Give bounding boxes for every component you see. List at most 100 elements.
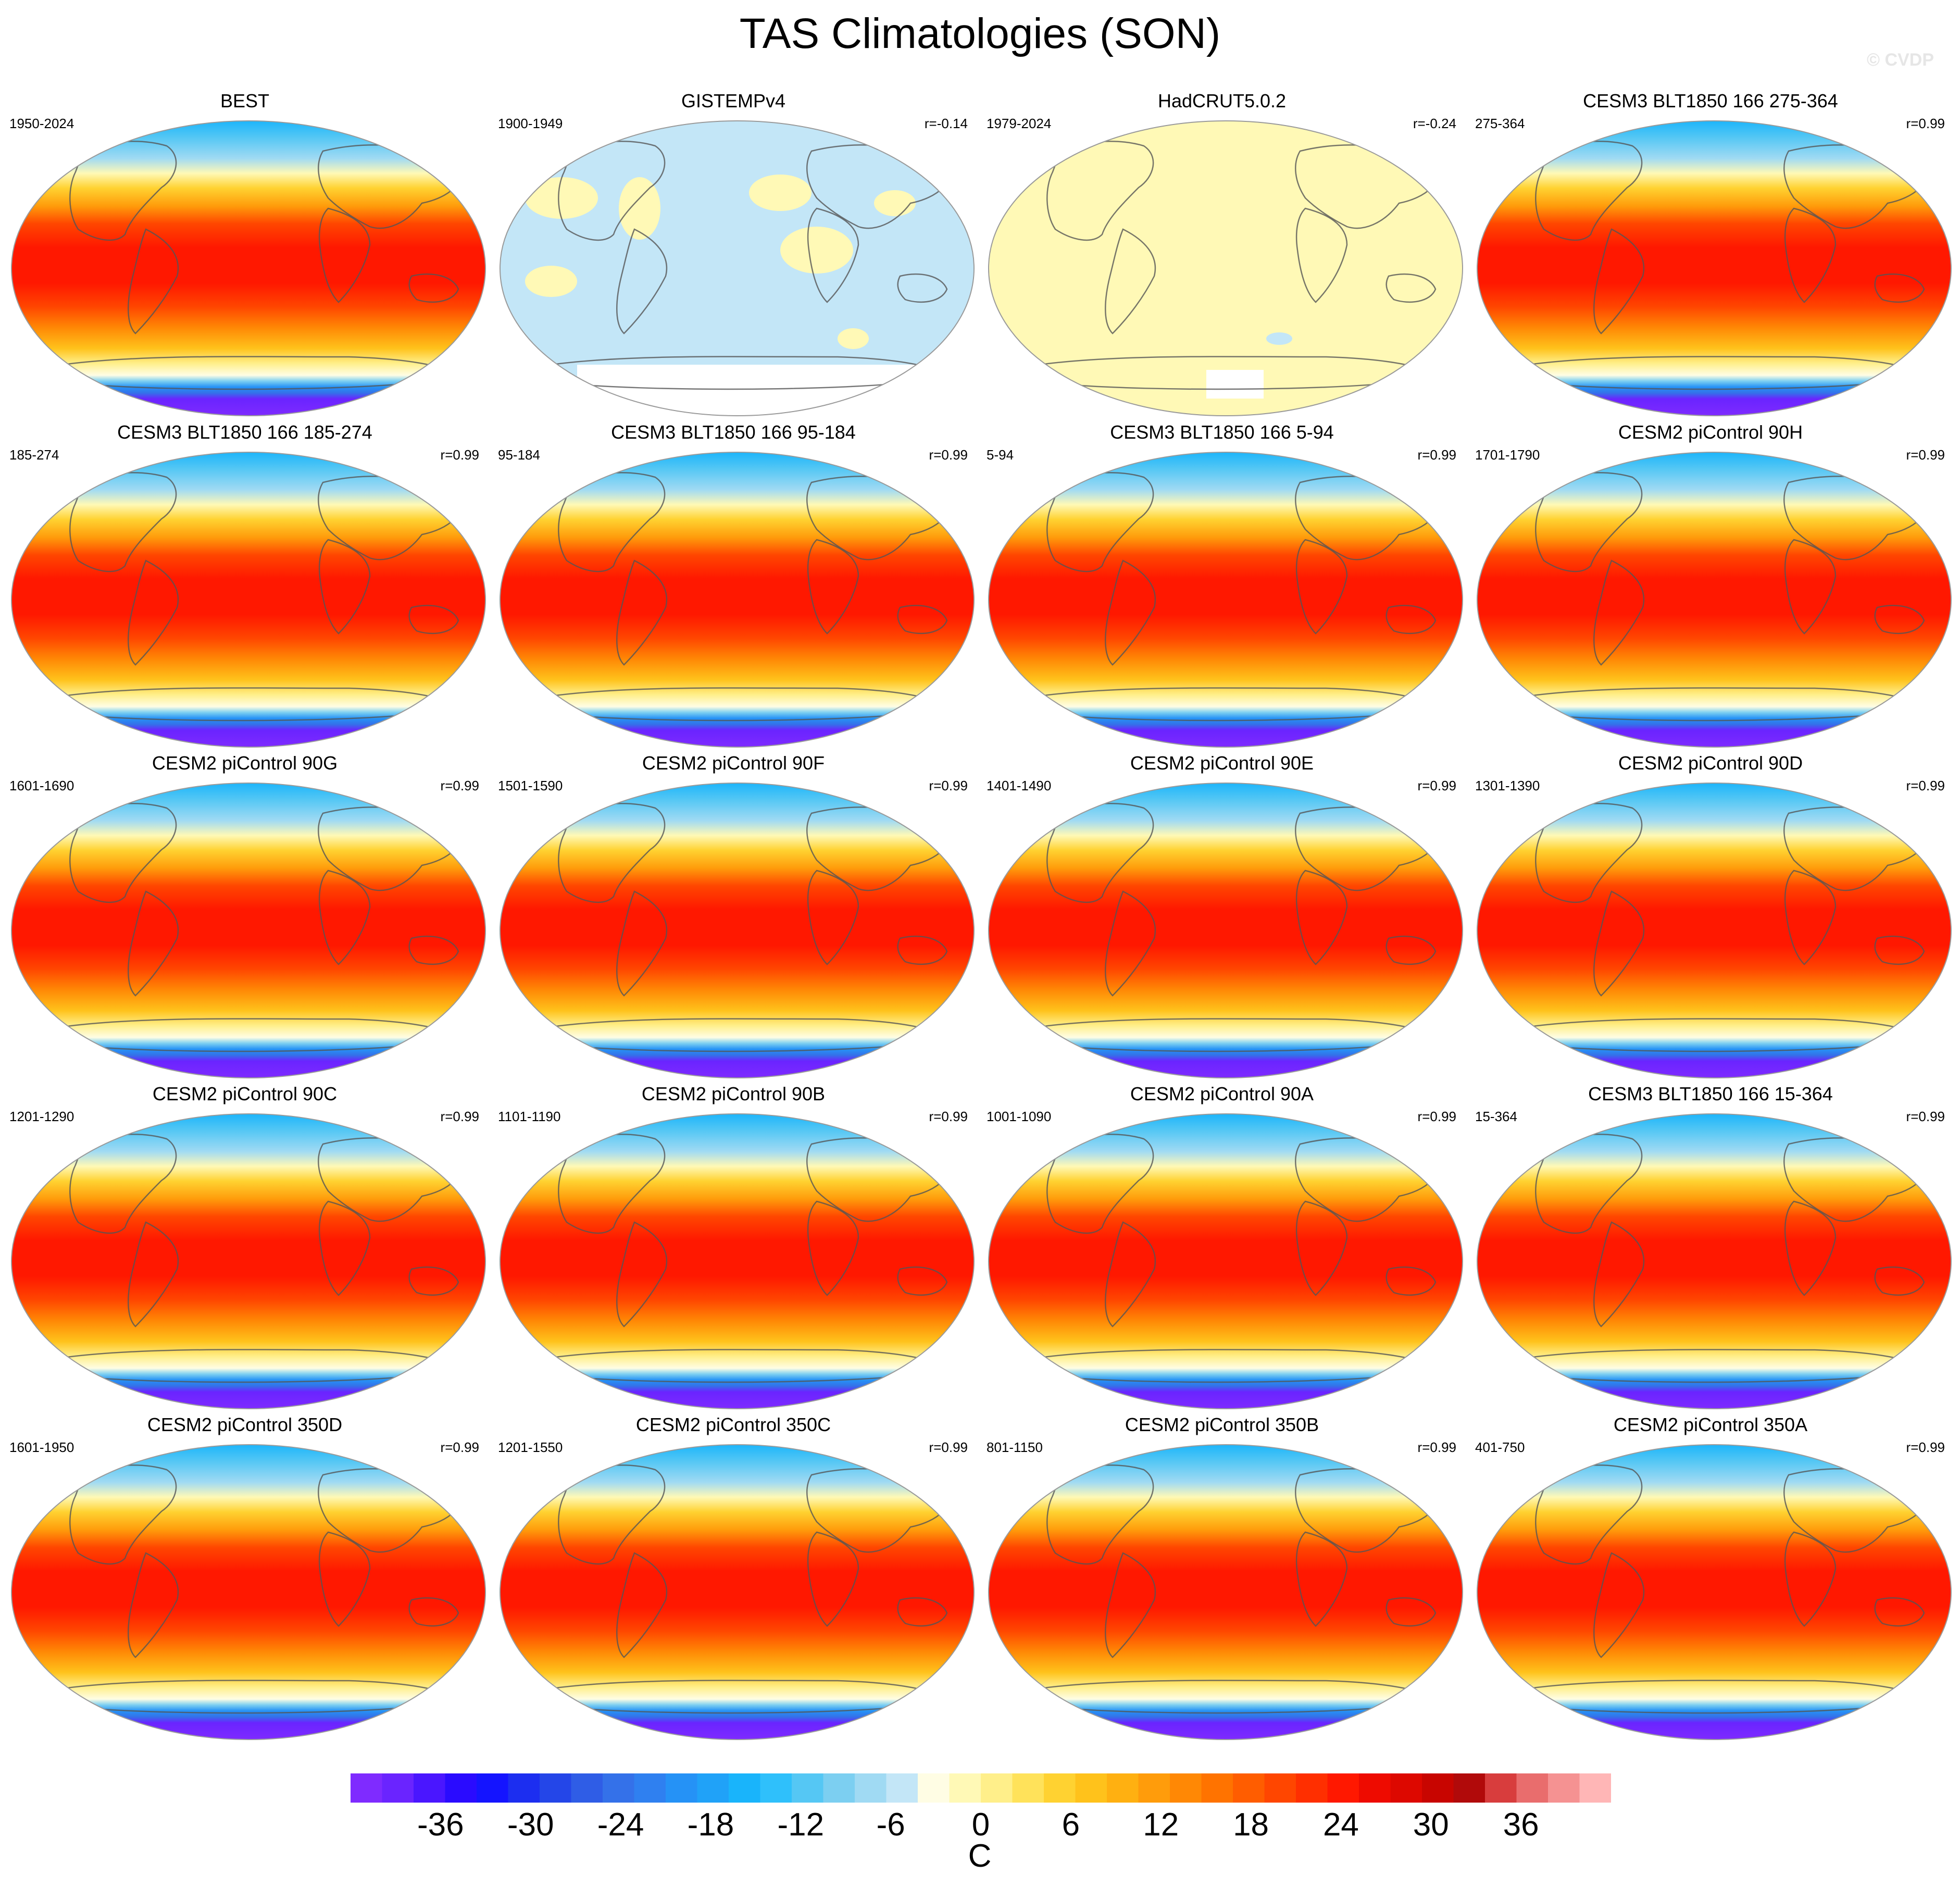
panel-correlation: r=0.99 (1906, 778, 1945, 793)
colorbar-bin (382, 1773, 414, 1803)
map-field (988, 1444, 1463, 1740)
colorbar-unit: C (968, 1838, 992, 1874)
coastline (616, 1552, 668, 1658)
coastline (1295, 207, 1348, 303)
panel-correlation: r=0.99 (1906, 116, 1945, 131)
coastline (1593, 1552, 1645, 1658)
map-background (989, 121, 1463, 416)
panel-title: CESM2 piControl 90D (1618, 752, 1803, 774)
colorbar-tick-label: -30 (507, 1807, 554, 1843)
coastline (1295, 539, 1348, 635)
coastline (897, 935, 948, 965)
panel-years: 801-1150 (987, 1439, 1043, 1455)
panel-title: HadCRUT5.0.2 (1157, 90, 1287, 111)
panel-correlation: r=0.99 (440, 447, 479, 463)
panel-correlation: r=0.99 (1417, 778, 1456, 793)
coastline (128, 228, 179, 334)
coastline (897, 1597, 948, 1627)
colorbar-bin (1390, 1773, 1422, 1803)
coastline (1385, 935, 1437, 965)
coastline (1105, 560, 1156, 666)
coastline (69, 472, 177, 573)
panel-years: 1101-1190 (498, 1109, 561, 1124)
colorbar-bin (666, 1773, 697, 1803)
coastline (1874, 273, 1925, 303)
coastline (1784, 870, 1837, 965)
panel-title: CESM2 piControl 90B (641, 1083, 826, 1104)
coastline (69, 803, 177, 903)
coastline (1535, 803, 1643, 903)
panel-years: 1950-2024 (9, 116, 74, 131)
coastline (408, 1266, 459, 1296)
panel-years: 275-364 (1475, 116, 1525, 131)
panel-years: 95-184 (498, 447, 540, 463)
colorbar-tick-label: 36 (1503, 1807, 1539, 1843)
coastline (1105, 1552, 1156, 1658)
colorbar-tick-label: -12 (777, 1807, 825, 1843)
map-outline (11, 1113, 486, 1409)
map-outline (988, 783, 1463, 1078)
map-background (989, 1114, 1463, 1409)
colorbar-bin (1516, 1773, 1549, 1803)
coastline (1535, 141, 1643, 241)
map-panel: CESM3 BLT1850 166 275-364 275-364 r=0.99 (1466, 90, 1955, 416)
map-panel: CESM2 piControl 90G 1601-1690 r=0.99 (0, 752, 490, 1078)
panel-title: GISTEMPv4 (681, 90, 786, 111)
map-outline (988, 452, 1463, 748)
colorbar-bin (697, 1773, 729, 1803)
colorbar-bin (634, 1773, 666, 1803)
coastline (807, 1200, 859, 1296)
colorbar-bin (571, 1773, 603, 1803)
anomaly-patch (525, 177, 598, 219)
panel-title: CESM3 BLT1850 166 5-94 (1110, 421, 1334, 443)
map-field (500, 1444, 975, 1740)
coastline (1046, 141, 1154, 241)
map-panel: CESM2 piControl 90F 1501-1590 r=0.99 (489, 752, 978, 1078)
coastline (897, 604, 948, 635)
panel-title: CESM2 piControl 90A (1130, 1083, 1314, 1104)
coastline (128, 560, 179, 666)
colorbar-bin (1264, 1773, 1296, 1803)
map-field (1477, 1444, 1952, 1740)
panel-correlation: r=0.99 (440, 1109, 479, 1124)
panel-years: 1900-1949 (498, 116, 563, 131)
coastline (408, 1597, 459, 1627)
anomaly-patch (525, 266, 577, 297)
map-panel: CESM2 piControl 90B 1101-1190 r=0.99 (489, 1083, 978, 1409)
colorbar-tick-label: -6 (876, 1807, 905, 1843)
map-panel: CESM2 piControl 90D 1301-1390 r=0.99 (1466, 752, 1955, 1078)
colorbar-bin (1327, 1773, 1359, 1803)
coastline (1046, 1134, 1154, 1234)
panel-title: CESM3 BLT1850 166 95-184 (611, 421, 856, 443)
colorbar-bin (1579, 1773, 1611, 1803)
coastline (897, 1266, 948, 1296)
coastline (1046, 1464, 1154, 1565)
map-field (11, 452, 486, 748)
coastline (1046, 803, 1154, 903)
panel-title: CESM2 piControl 350A (1613, 1414, 1808, 1435)
coastline (1105, 1221, 1156, 1327)
map-outline (500, 1444, 975, 1740)
map-field (988, 452, 1463, 748)
map-panel: CESM2 piControl 350C 1201-1550 r=0.99 (489, 1413, 978, 1740)
map-panel: CESM2 piControl 90A 1001-1090 r=0.99 (977, 1083, 1467, 1409)
panel-years: 1979-2024 (987, 116, 1052, 131)
colorbar-bin (414, 1773, 445, 1803)
map-outline (988, 120, 1463, 416)
coastline (1535, 472, 1643, 573)
coastline (1105, 228, 1156, 334)
map-panel: CESM2 piControl 90H 1701-1790 r=0.99 (1466, 421, 1955, 748)
map-background (989, 1445, 1463, 1740)
panel-correlation: r=0.99 (929, 1439, 968, 1455)
coastline (558, 803, 666, 903)
panel-title: CESM3 BLT1850 166 275-364 (1583, 90, 1838, 111)
colorbar (351, 1773, 1611, 1803)
anomaly-patch (838, 328, 869, 349)
coastline (408, 935, 459, 965)
panel-years: 1301-1390 (1475, 778, 1540, 793)
map-field (1477, 452, 1952, 748)
panel-title: CESM2 piControl 350B (1125, 1414, 1319, 1435)
colorbar-bin (823, 1773, 855, 1803)
coastline (1593, 560, 1645, 666)
panel-years: 1001-1090 (987, 1109, 1052, 1124)
